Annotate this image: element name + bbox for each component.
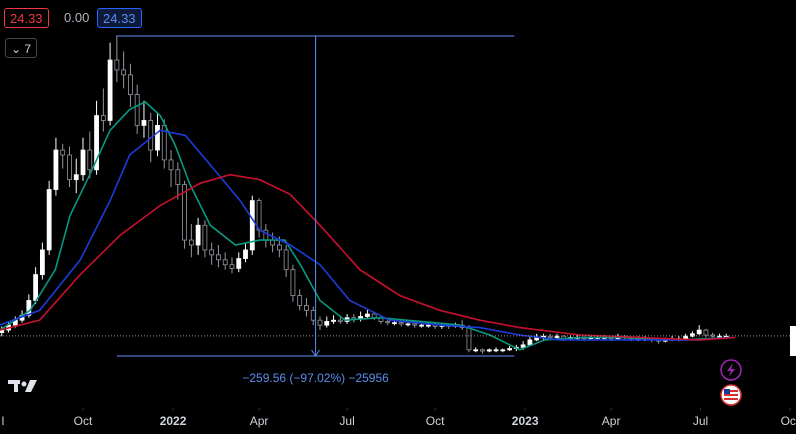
candle-body (148, 120, 154, 151)
candle-body (696, 329, 702, 335)
candle-body (310, 309, 316, 321)
candle-body (243, 249, 248, 259)
candle-body (141, 120, 147, 126)
candle-body (80, 149, 86, 176)
candle-body (317, 319, 323, 326)
candle-body (425, 324, 431, 327)
candle-body (493, 349, 499, 352)
candle-body (182, 184, 187, 241)
candle-body (473, 349, 479, 352)
candle-body (276, 244, 282, 251)
candle-body (527, 339, 533, 346)
candle-body (46, 189, 52, 251)
candle-body (405, 323, 411, 326)
candle-body (114, 59, 120, 71)
candle-body (337, 319, 343, 322)
candle-body (134, 94, 140, 126)
candle-body (188, 239, 194, 246)
x-tick-label: Jul (339, 414, 354, 428)
candle-body (690, 333, 695, 337)
candle-body (683, 335, 689, 340)
measure-arrowhead (311, 349, 321, 357)
candle-body (283, 249, 289, 271)
candle-body (195, 224, 201, 246)
candle-body (128, 74, 133, 95)
flag-icon[interactable] (720, 384, 742, 406)
candle-body (94, 115, 99, 171)
x-tick-label: l (2, 414, 5, 428)
candle-body (364, 313, 370, 317)
candle-body (73, 174, 79, 181)
x-tick-label: Oct (781, 414, 796, 428)
candle-body (703, 329, 709, 336)
candle-body (324, 321, 330, 326)
ma-line (0, 101, 731, 351)
candle-body (486, 349, 492, 352)
measure-label: −259.56 (−97.02%) −25956 (242, 371, 389, 385)
chip-open[interactable]: 24.33 (4, 8, 49, 28)
candle-body (392, 322, 397, 325)
candle-body (554, 335, 560, 338)
x-tick-label: Apr (250, 414, 269, 428)
candle-body (67, 154, 72, 181)
chip-change: 0.00 (64, 10, 90, 25)
ma-line (0, 129, 731, 341)
candle-body (175, 169, 181, 185)
candle-body (168, 159, 174, 171)
candle-body (480, 349, 485, 352)
candle-body (229, 264, 235, 269)
candle-body (249, 200, 255, 251)
tv-logo (8, 380, 37, 392)
candle-body (209, 249, 215, 256)
indicator-toggle[interactable]: ⌄ 7 (5, 38, 38, 58)
x-tick-label: 2022 (160, 414, 187, 428)
candle-body (121, 69, 127, 76)
candle-body (500, 349, 506, 352)
candle-body (53, 149, 59, 190)
candle-body (290, 269, 296, 296)
candle-body (202, 224, 208, 251)
candle-body (39, 249, 45, 275)
candle-body (466, 327, 472, 351)
candle-body (717, 335, 722, 338)
candle-body (304, 305, 309, 311)
candle-body (547, 335, 553, 338)
candle-body (33, 274, 39, 301)
candle-body (385, 321, 391, 324)
candle-body (398, 322, 404, 325)
candle-body (155, 124, 160, 151)
candle-body (161, 124, 167, 161)
x-tick-label: Jul (693, 414, 708, 428)
candle-body (60, 149, 66, 156)
candle-body (87, 149, 93, 171)
candle-body (412, 323, 418, 326)
x-tick-label: 2023 (512, 414, 539, 428)
x-tick-label: Oct (426, 414, 445, 428)
candle-body (216, 254, 221, 261)
candle-body (371, 313, 377, 319)
candle-body (331, 319, 336, 322)
candle-body (107, 59, 113, 121)
candle-body (419, 324, 424, 327)
candle-body (100, 115, 106, 121)
ma-line (0, 173, 736, 341)
chip-close[interactable]: 24.33 (97, 8, 142, 28)
price-label-edge (790, 326, 796, 356)
x-tick-label: Apr (602, 414, 621, 428)
candle-body (236, 258, 242, 269)
x-tick-label: Oct (74, 414, 93, 428)
alerts-icon[interactable] (720, 359, 742, 381)
candle-body (297, 295, 303, 306)
candle-body (507, 348, 512, 351)
candle-body (520, 344, 526, 348)
indicator-count: 7 (24, 42, 32, 56)
candle-body (222, 259, 228, 266)
